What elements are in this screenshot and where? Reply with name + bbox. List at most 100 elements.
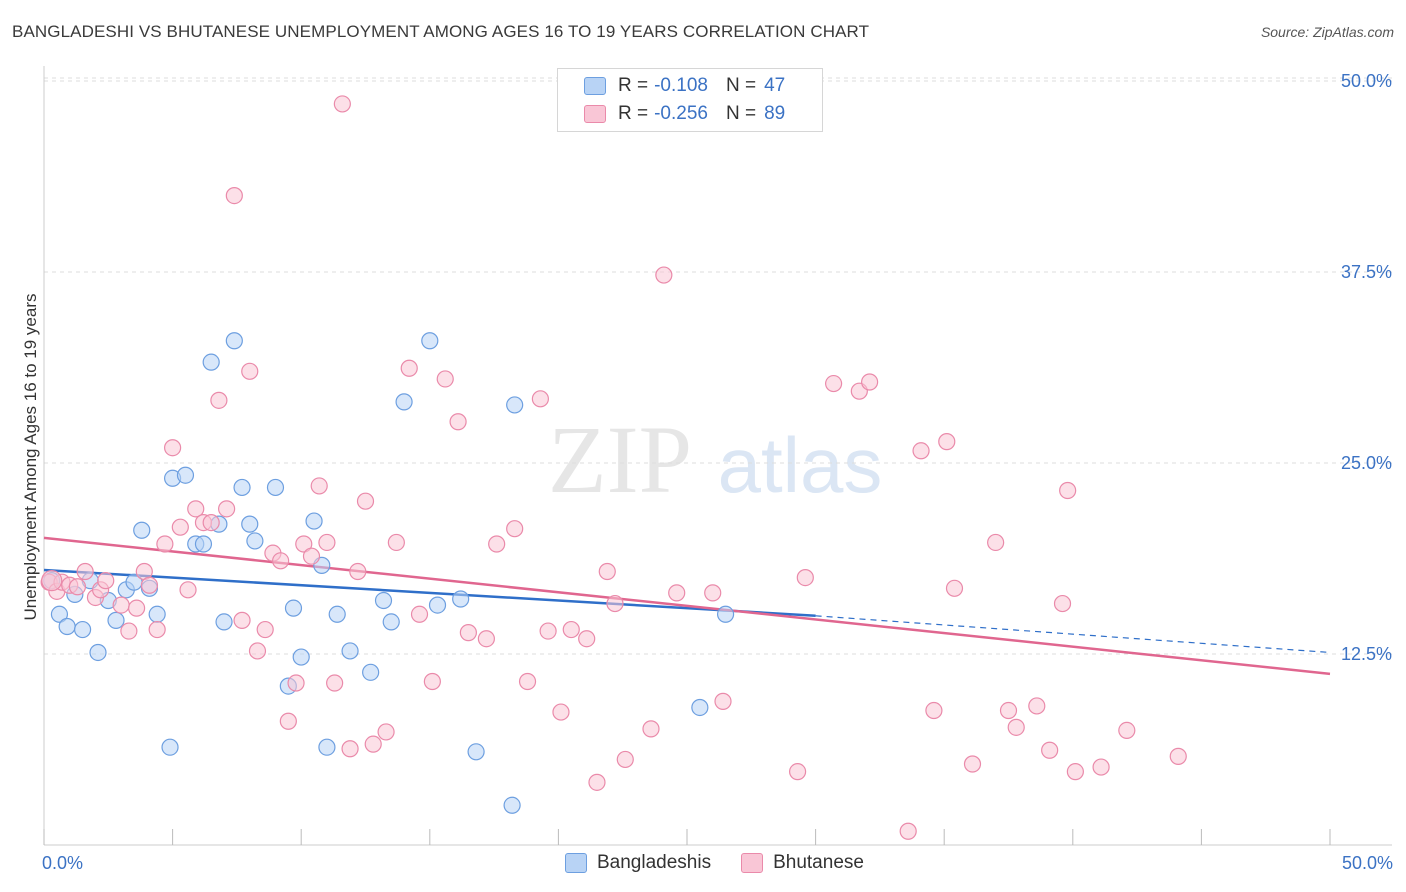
bangladeshis-point [362, 663, 380, 681]
bangladeshis-point [233, 478, 251, 497]
bhutanese-point [987, 533, 1005, 552]
bhutanese-point [148, 620, 166, 639]
bangladeshis-point [374, 591, 393, 610]
bangladeshis-trendline-extension [815, 615, 1331, 654]
correlation-legend: R = -0.108 N = 47 R = -0.256 N = 89 [557, 68, 823, 132]
bangladeshis-point [266, 478, 285, 497]
legend-row-bangladeshis: R = -0.108 N = 47 [584, 74, 785, 98]
bhutanese-point [225, 187, 243, 205]
bhutanese-point [578, 630, 596, 648]
bhutanese-point [1066, 763, 1084, 781]
n-value-bangladeshis: 47 [764, 75, 786, 96]
bangladeshis-point [382, 613, 400, 631]
bhutanese-point [272, 552, 290, 570]
bhutanese-point [518, 672, 537, 691]
bhutanese-point [925, 701, 943, 720]
bhutanese-point [120, 622, 138, 640]
bangladeshis-point [50, 605, 69, 623]
bhutanese-point [459, 624, 477, 642]
bhutanese-point [606, 594, 624, 613]
bangladeshis-point [225, 332, 243, 350]
legend-item-bangladeshis[interactable]: Bangladeshis [565, 852, 711, 874]
bangladeshis-point [506, 396, 524, 414]
bhutanese-swatch [741, 853, 764, 873]
bhutanese-point [531, 390, 549, 408]
bhutanese-point [449, 413, 467, 431]
bangladeshis-point [341, 642, 359, 660]
bhutanese-point [349, 562, 367, 581]
bangladeshis-point [161, 738, 179, 756]
bhutanese-point [295, 535, 313, 553]
bhutanese-point [112, 596, 130, 614]
bhutanese-point [423, 672, 441, 691]
y-tick-label: 25.0% [1341, 453, 1392, 473]
bangladeshis-point [467, 743, 485, 761]
bhutanese-point [642, 720, 660, 738]
bangladeshis-point [428, 596, 447, 614]
y-tick-label: 12.5% [1341, 644, 1392, 664]
bhutanese-swatch [584, 105, 606, 123]
bhutanese-point [1007, 718, 1025, 736]
bangladeshis-point [89, 643, 107, 662]
bhutanese-point [302, 547, 321, 565]
bhutanese-point [356, 492, 375, 510]
bhutanese-point [477, 630, 495, 648]
bhutanese-point [400, 359, 418, 377]
bhutanese-point [387, 533, 405, 552]
bhutanese-point [616, 750, 634, 769]
bhutanese-point [179, 581, 197, 599]
bhutanese-point [1092, 758, 1110, 776]
bhutanese-point [999, 701, 1018, 720]
bhutanese-point [202, 513, 220, 532]
bhutanese-point [156, 535, 174, 553]
n-label: N = [725, 103, 757, 124]
bhutanese-point [326, 674, 344, 692]
bangladeshis-point [73, 620, 92, 639]
bhutanese-point [945, 579, 964, 597]
r-label: R = [618, 103, 649, 124]
legend-item-bhutanese[interactable]: Bhutanese [741, 852, 864, 874]
bhutanese-point [210, 391, 228, 409]
bhutanese-point [598, 562, 616, 581]
bhutanese-point [588, 773, 606, 791]
y-tick-label: 50.0% [1341, 71, 1392, 91]
bhutanese-point [333, 95, 351, 113]
bhutanese-point [97, 572, 115, 590]
bangladeshis-point [215, 613, 233, 631]
bhutanese-point [704, 584, 722, 602]
bhutanese-point [488, 535, 506, 553]
bhutanese-point [127, 599, 146, 617]
r-value-bangladeshis: -0.108 [654, 75, 708, 96]
r-label: R = [618, 75, 649, 96]
bhutanese-point [248, 642, 267, 660]
bhutanese-point [171, 518, 189, 536]
bangladeshis-point [107, 611, 125, 629]
bangladeshis-point [503, 796, 521, 814]
bhutanese-point [796, 568, 814, 587]
bangladeshis-point [133, 521, 151, 539]
bangladeshis-point [202, 353, 220, 371]
bhutanese-point [164, 439, 182, 457]
bangladeshis-point [284, 599, 303, 617]
legend-row-bhutanese: R = -0.256 N = 89 [584, 102, 785, 126]
bangladeshis-point [148, 605, 166, 623]
y-tick-label: 37.5% [1341, 262, 1392, 282]
bhutanese-point [218, 500, 236, 518]
chart-title: BANGLADESHI VS BHUTANESE UNEMPLOYMENT AM… [12, 22, 870, 41]
bangladeshis-point [395, 393, 413, 411]
watermark-atlas: atlas [718, 421, 883, 509]
bhutanese-point [1041, 741, 1059, 759]
bangladeshis-swatch [584, 77, 606, 95]
bhutanese-point [861, 373, 879, 391]
bangladeshis-point [691, 698, 709, 717]
n-label: N = [725, 75, 757, 96]
bhutanese-point [241, 362, 259, 380]
bhutanese-point [410, 605, 429, 623]
bhutanese-point [187, 500, 205, 518]
bangladeshis-point [328, 605, 346, 623]
bhutanese-point [788, 763, 807, 781]
y-axis-label: Unemployment Among Ages 16 to 19 years [21, 294, 40, 621]
bhutanese-point [436, 370, 454, 388]
bhutanese-point [1059, 481, 1077, 500]
bhutanese-point [76, 562, 94, 581]
